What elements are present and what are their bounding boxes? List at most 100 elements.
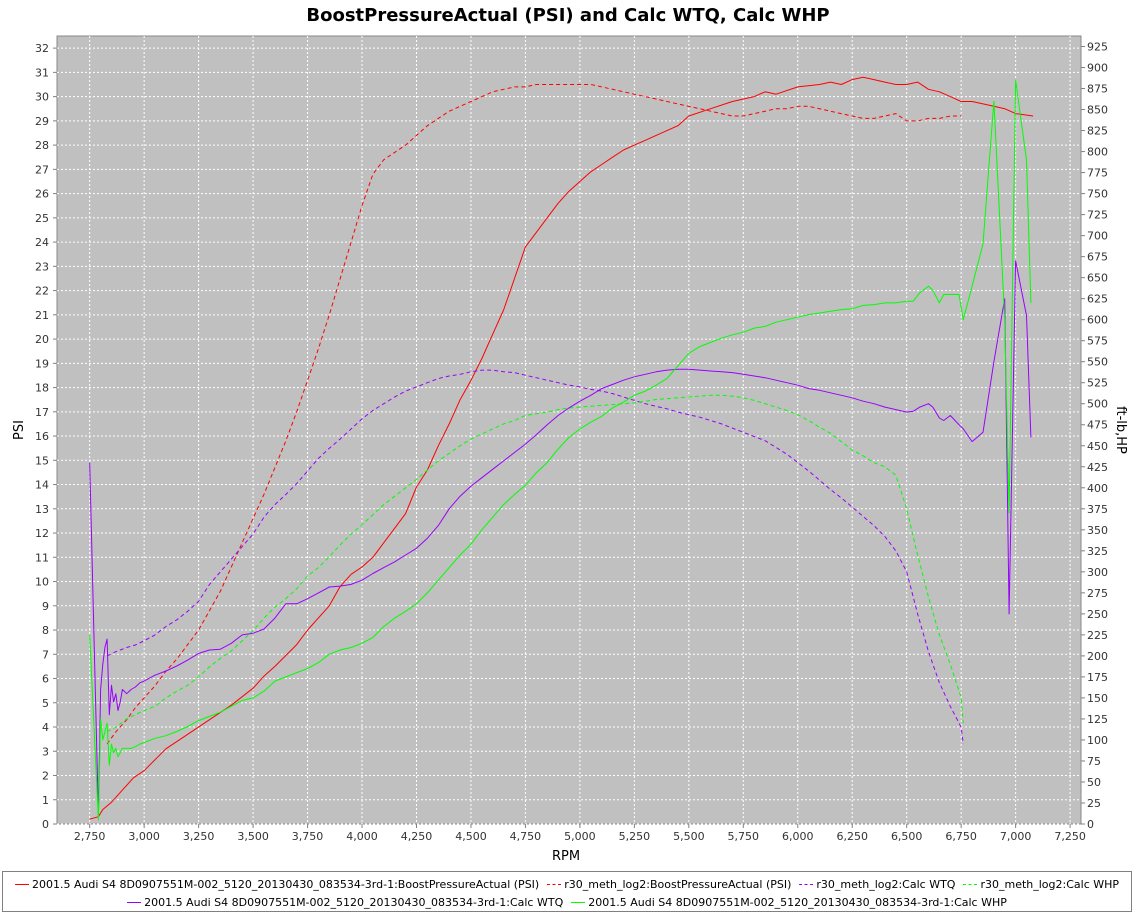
y-left-tick-label: 32 [35, 42, 49, 55]
y-left-tick-label: 17 [35, 406, 49, 419]
legend-item: r30_meth_log2:Calc WHP [963, 878, 1119, 891]
y-right-tick-label: 100 [1087, 734, 1108, 747]
y-right-tick-label: 75 [1087, 755, 1101, 768]
y-left-tick-label: 2 [42, 770, 49, 783]
y-left-tick-label: 18 [35, 382, 49, 395]
legend-label: 2001.5 Audi S4 8D0907551M-002_5120_20130… [588, 895, 1007, 909]
series-line-3 [106, 394, 964, 732]
y-left-tick-label: 14 [35, 479, 49, 492]
y-right-tick-label: 900 [1087, 62, 1108, 75]
y-right-tick-label: 25 [1087, 797, 1101, 810]
y-left-tick-label: 0 [42, 818, 49, 831]
y-left-tick-label: 3 [42, 745, 49, 758]
y-right-tick-label: 600 [1087, 314, 1108, 327]
x-tick-label: 6,000 [782, 830, 814, 843]
legend-label: r30_meth_log2:Calc WTQ [816, 877, 956, 891]
axes: 2,750 3,000 3,250 3,500 3,750 4,000 4,250 4,500… [35, 41, 1108, 843]
legend-swatch [127, 901, 142, 903]
y-right-tick-label: 150 [1087, 692, 1108, 705]
y-right-tick-label: 175 [1087, 671, 1108, 684]
chart-svg: BoostPressureActual (PSI) and Calc WTQ, … [12, 5, 1128, 864]
series-line-2 [106, 369, 964, 745]
y-left-tick-label: 6 [42, 673, 49, 686]
y-left-tick-label: 20 [35, 333, 49, 346]
y-right-tick-label: 875 [1087, 83, 1108, 96]
y-right-tick-label: 675 [1087, 251, 1108, 264]
series-line-0 [89, 76, 1034, 820]
y-right-tick-label: 300 [1087, 566, 1108, 579]
x-tick-label: 6,250 [836, 830, 868, 843]
x-tick-label: 4,750 [510, 830, 542, 843]
legend-item: 2001.5 Audi S4 8D0907551M-002_5120_20130… [14, 878, 539, 891]
y-right-tick-label: 475 [1087, 419, 1108, 432]
y-left-tick-label: 28 [35, 139, 49, 152]
y-left-tick-label: 12 [35, 527, 49, 540]
y-left-tick-label: 27 [35, 163, 49, 176]
y-left-tick-label: 19 [35, 357, 49, 370]
y-right-tick-label: 650 [1087, 272, 1108, 285]
y-left-tick-label: 22 [35, 285, 49, 298]
x-tick-label: 4,500 [455, 830, 487, 843]
y-left-tick-label: 24 [35, 236, 49, 249]
plot-area [56, 35, 1082, 825]
x-tick-label: 3,000 [128, 830, 160, 843]
y-right-tick-label: 750 [1087, 188, 1108, 201]
y-right-axis-title: ft-lb,HP [1113, 406, 1128, 454]
x-tick-label: 5,250 [619, 830, 651, 843]
y-left-tick-label: 23 [35, 260, 49, 273]
y-right-tick-label: 350 [1087, 524, 1108, 537]
legend-row-1: 2001.5 Audi S4 8D0907551M-002_5120_20130… [3, 875, 1131, 893]
y-right-tick-label: 725 [1087, 209, 1108, 222]
y-right-tick-label: 200 [1087, 650, 1108, 663]
y-right-tick-label: 500 [1087, 398, 1108, 411]
y-right-tick-label: 775 [1087, 167, 1108, 180]
y-right-tick-label: 50 [1087, 776, 1101, 789]
legend: 2001.5 Audi S4 8D0907551M-002_5120_20130… [2, 871, 1132, 912]
x-tick-label: 2,750 [74, 830, 106, 843]
x-tick-label: 3,500 [237, 830, 269, 843]
legend-label: 2001.5 Audi S4 8D0907551M-002_5120_20130… [144, 895, 564, 909]
y-right-tick-label: 250 [1087, 608, 1108, 621]
legend-swatch [14, 883, 29, 885]
y-left-tick-label: 11 [35, 551, 49, 564]
legend-item: r30_meth_log2:Calc WTQ [799, 878, 955, 891]
legend-swatch [571, 901, 586, 903]
x-tick-label: 5,750 [728, 830, 760, 843]
legend-swatch [547, 883, 562, 885]
y-left-tick-label: 10 [35, 576, 49, 589]
y-right-tick-label: 275 [1087, 587, 1108, 600]
x-tick-label: 6,750 [945, 830, 977, 843]
legend-item: 2001.5 Audi S4 8D0907551M-002_5120_20130… [127, 896, 563, 909]
x-tick-label: 4,000 [346, 830, 378, 843]
legend-item: 2001.5 Audi S4 8D0907551M-002_5120_20130… [571, 896, 1007, 909]
chart-title: BoostPressureActual (PSI) and Calc WTQ, … [306, 5, 829, 26]
series-line-4 [89, 260, 1032, 817]
y-left-tick-label: 26 [35, 188, 49, 201]
y-right-tick-label: 575 [1087, 335, 1108, 348]
y-left-tick-label: 4 [42, 721, 49, 734]
y-right-tick-label: 375 [1087, 503, 1108, 516]
legend-swatch [799, 883, 814, 885]
series-line-1 [106, 84, 962, 745]
y-left-tick-label: 30 [35, 91, 49, 104]
y-right-tick-label: 850 [1087, 104, 1108, 117]
series-layer [89, 76, 1034, 821]
y-left-tick-label: 16 [35, 430, 49, 443]
y-left-tick-label: 15 [35, 454, 49, 467]
x-tick-label: 7,000 [1000, 830, 1032, 843]
y-right-tick-label: 325 [1087, 545, 1108, 558]
y-right-tick-label: 625 [1087, 293, 1108, 306]
y-right-tick-label: 525 [1087, 377, 1108, 390]
x-tick-label: 5,500 [673, 830, 705, 843]
y-left-tick-label: 29 [35, 115, 49, 128]
y-right-tick-label: 700 [1087, 230, 1108, 243]
series-line-5 [89, 79, 1032, 821]
y-left-tick-label: 21 [35, 309, 49, 322]
x-tick-label: 5,000 [564, 830, 596, 843]
legend-label: r30_meth_log2:Calc WHP [980, 877, 1120, 891]
y-left-tick-label: 13 [35, 503, 49, 516]
x-axis-title: RPM [552, 849, 580, 864]
y-right-tick-label: 125 [1087, 713, 1108, 726]
y-right-tick-label: 450 [1087, 440, 1108, 453]
x-tick-label: 3,750 [292, 830, 324, 843]
